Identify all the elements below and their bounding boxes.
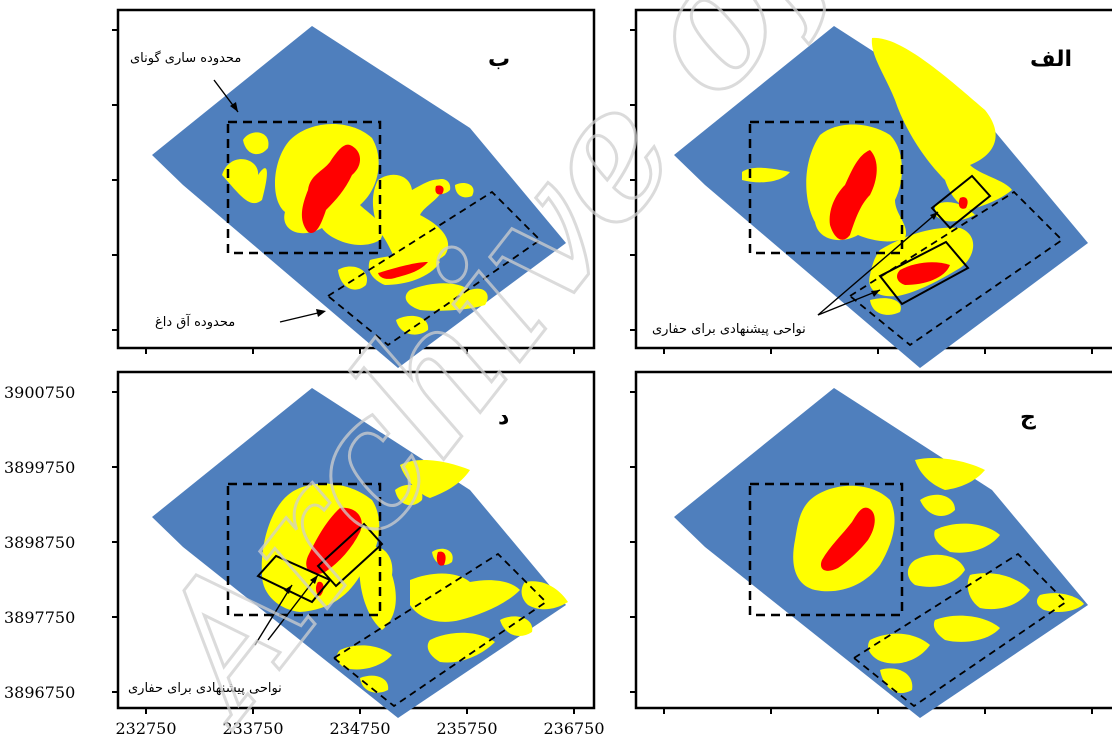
annotation-aq-dagh: محدوده آق داغ xyxy=(155,313,235,330)
y-axis-top-left xyxy=(112,29,118,331)
panel-letter-jim: ج xyxy=(1020,405,1036,430)
x-tick-label: 235750 xyxy=(436,719,497,738)
x-axis-top-left xyxy=(145,348,575,354)
panel-dal: د نواحی پیشنهادی برای حفاری xyxy=(116,370,596,718)
panel-letter-alef: الف xyxy=(1030,47,1072,72)
panel-be: ب محدوده ساری گونای محدوده آق داغ xyxy=(116,8,596,368)
y-axis-bottom-left: 3900750 3899750 3898750 3897750 3896750 xyxy=(4,383,118,702)
panel-jim: ج xyxy=(634,370,1112,718)
x-tick-label: 234750 xyxy=(329,719,390,738)
y-tick-label: 3899750 xyxy=(4,458,75,477)
x-tick-label: 232750 xyxy=(115,719,176,738)
x-tick-label: 236750 xyxy=(543,719,604,738)
x-axis-top-right xyxy=(663,348,1093,354)
y-tick-label: 3897750 xyxy=(4,608,75,627)
y-tick-label: 3898750 xyxy=(4,533,75,552)
x-axis-bottom-right xyxy=(663,708,1093,714)
panel-letter-dal: د xyxy=(498,405,509,430)
y-axis-bottom-right xyxy=(630,391,636,693)
x-axis-bottom-left: 232750 233750 234750 235750 236750 xyxy=(115,708,605,738)
y-tick-label: 3900750 xyxy=(4,383,75,402)
y-tick-label: 3896750 xyxy=(4,683,75,702)
annotation-sari-gunay: محدوده ساری گونای xyxy=(130,50,241,66)
panel-letter-be: ب xyxy=(488,47,510,72)
x-tick-label: 233750 xyxy=(222,719,283,738)
annotation-drilling-alef: نواحی پیشنهادی برای حفاری xyxy=(652,322,806,337)
y-axis-top-right xyxy=(630,29,636,331)
annotation-drilling-dal: نواحی پیشنهادی برای حفاری xyxy=(128,681,282,696)
